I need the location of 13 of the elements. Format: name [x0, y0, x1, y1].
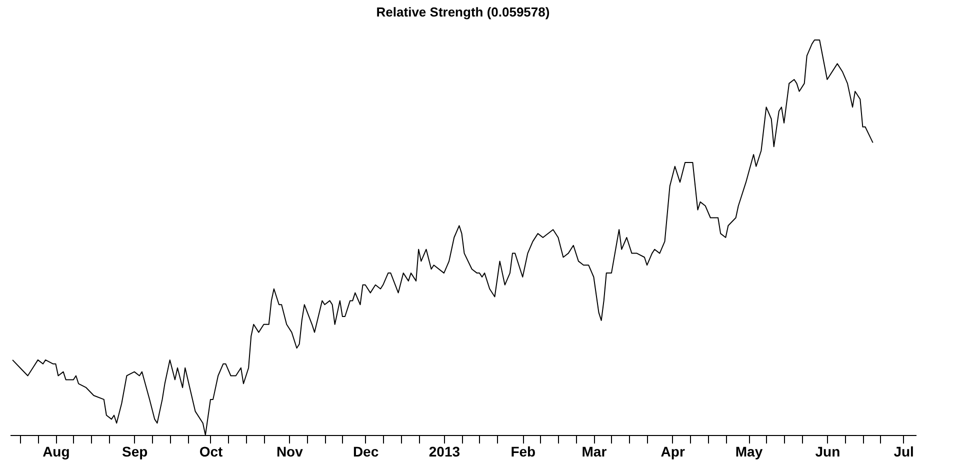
x-tick-label: Oct — [199, 444, 223, 460]
x-tick-label: Feb — [510, 444, 536, 460]
x-tick-label: Jun — [815, 444, 840, 460]
x-tick-label: Nov — [276, 444, 304, 460]
x-tick-label: Jul — [894, 444, 914, 460]
x-tick-label: Aug — [42, 444, 70, 460]
x-tick-label: May — [735, 444, 763, 460]
chart-title: Relative Strength (0.059578) — [376, 4, 550, 20]
x-tick-label: Apr — [660, 444, 686, 460]
x-tick-label: Dec — [352, 444, 379, 460]
x-tick-label: 2013 — [428, 444, 460, 460]
x-tick-label: Mar — [582, 444, 608, 460]
x-tick-label: Sep — [122, 444, 148, 460]
